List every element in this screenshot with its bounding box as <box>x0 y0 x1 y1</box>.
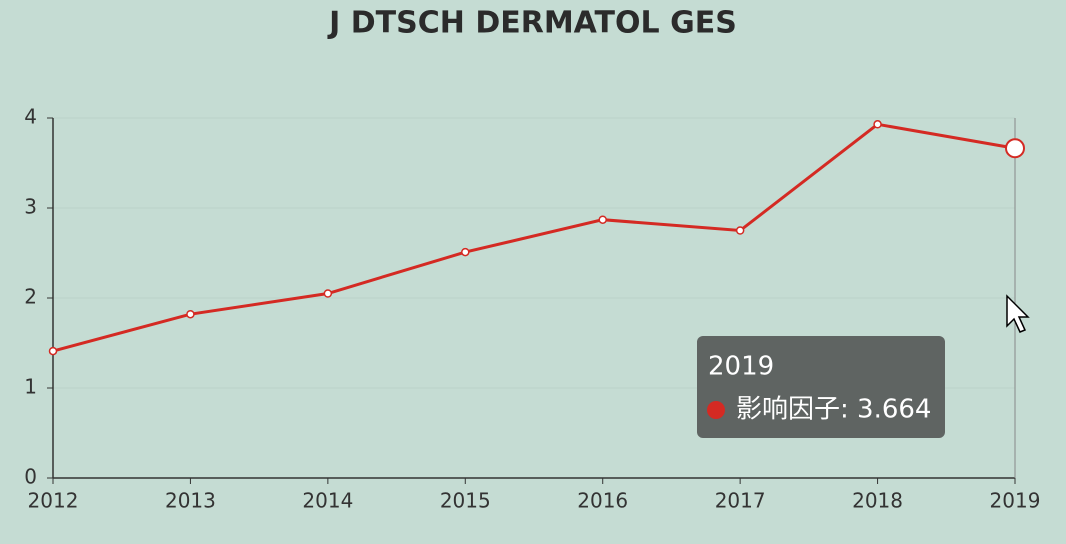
x-tick-label: 2014 <box>302 489 353 513</box>
data-point <box>461 247 470 257</box>
tooltip-title: 2019 <box>708 352 774 382</box>
cursor <box>1006 294 1030 333</box>
tooltip: 2019 影响因子: 3.664 <box>697 336 945 438</box>
x-tick-label: 2012 <box>28 489 79 513</box>
tooltip-box <box>697 336 945 438</box>
data-point <box>48 346 58 356</box>
data-point <box>1005 138 1025 159</box>
data-point <box>873 120 882 129</box>
x-tick-label: 2018 <box>852 489 903 513</box>
x-tick-label: 2019 <box>990 489 1041 513</box>
y-tick-label: 3 <box>24 195 37 219</box>
data-point <box>186 309 195 319</box>
y-tick-label: 0 <box>24 465 37 489</box>
x-tick-label: 2017 <box>715 489 766 513</box>
chart-title: J DTSCH DERMATOL GES <box>327 6 737 41</box>
x-tick-label: 2013 <box>165 489 216 513</box>
y-tick-label: 4 <box>24 105 37 129</box>
tooltip-text: 影响因子: 3.664 <box>736 395 931 425</box>
data-point <box>598 215 607 224</box>
data-point <box>323 289 333 298</box>
tooltip-marker <box>707 401 725 419</box>
x-tick-label: 2016 <box>577 489 628 513</box>
series-line <box>52 122 1016 353</box>
y-tick-label: 1 <box>24 375 37 399</box>
data-point <box>735 226 745 235</box>
y-tick-label: 2 <box>24 285 37 309</box>
x-tick-label: 2015 <box>440 489 491 513</box>
